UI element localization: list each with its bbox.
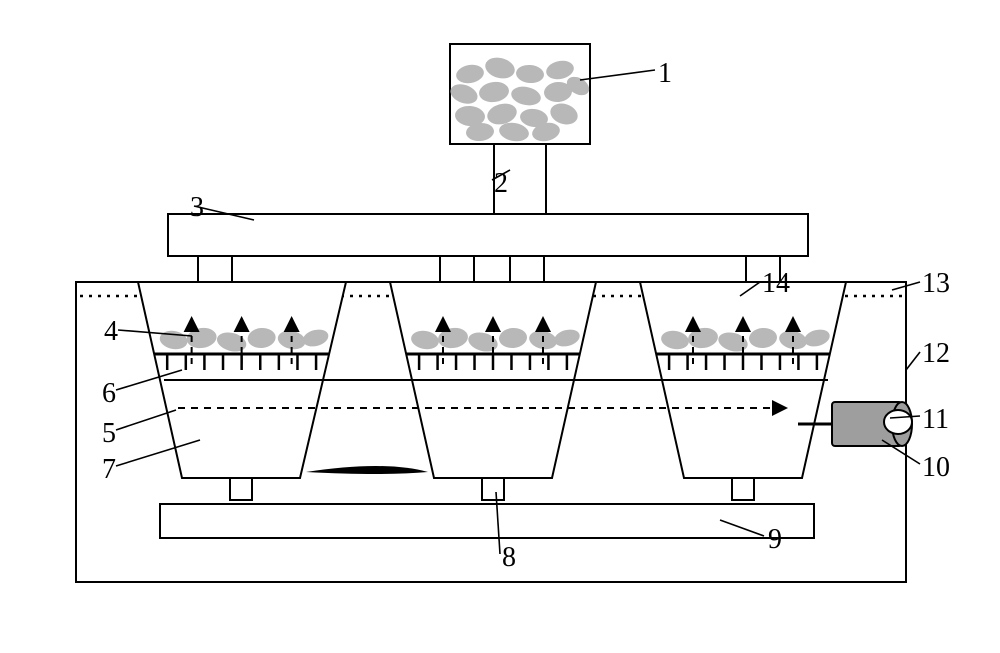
callout-8: 8 bbox=[502, 542, 516, 574]
callout-5: 5 bbox=[102, 418, 116, 450]
callout-3: 3 bbox=[190, 192, 204, 224]
callout-4: 4 bbox=[104, 316, 118, 348]
callout-7: 7 bbox=[102, 454, 116, 486]
callout-6: 6 bbox=[102, 378, 116, 410]
callout-1: 1 bbox=[658, 58, 672, 90]
callout-14: 14 bbox=[762, 268, 790, 300]
diagram-canvas: 1234567891011121314 bbox=[20, 20, 1000, 633]
callout-10: 10 bbox=[922, 452, 950, 484]
callout-13: 13 bbox=[922, 268, 950, 300]
callout-12: 12 bbox=[922, 338, 950, 370]
callout-9: 9 bbox=[768, 524, 782, 556]
callout-11: 11 bbox=[922, 404, 949, 436]
callout-2: 2 bbox=[494, 168, 508, 200]
